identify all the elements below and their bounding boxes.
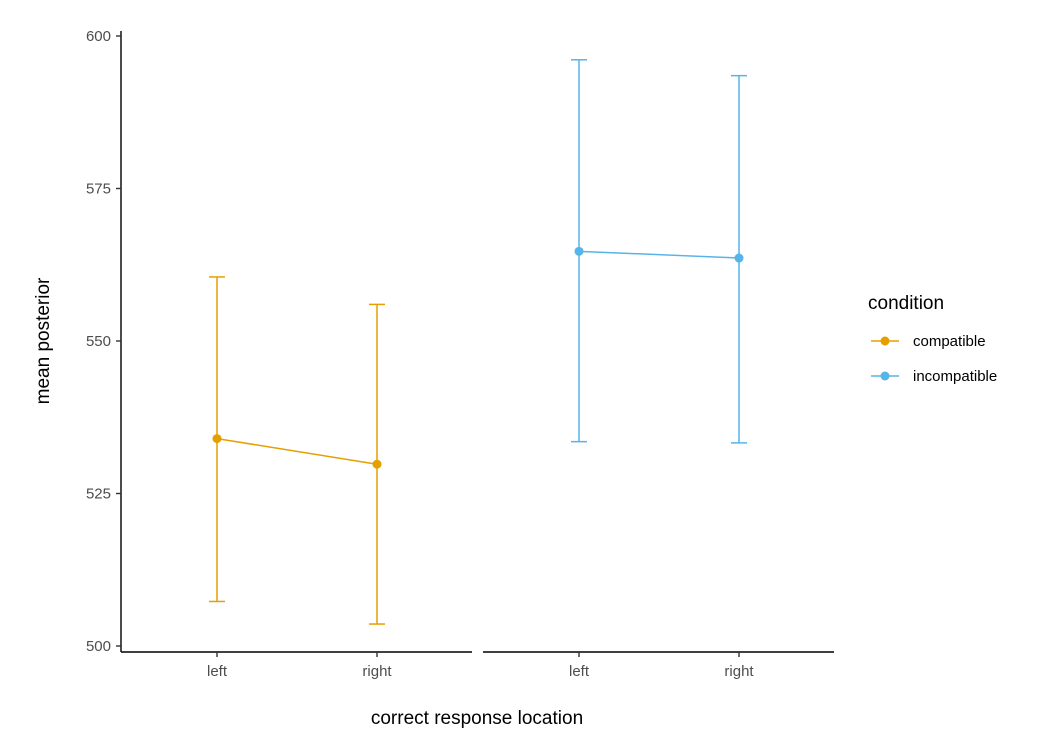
facet-panel: left right	[121, 276, 472, 680]
facet-panel: left right	[483, 59, 834, 680]
legend-key-point	[880, 336, 890, 346]
y-axis-title: mean posterior	[33, 277, 54, 404]
chart-panels: left right left right	[121, 59, 834, 680]
x-tick-label: left	[207, 663, 228, 680]
x-axis-title: correct response location	[371, 708, 583, 729]
data-point	[574, 246, 584, 256]
legend-entry: incompatible	[871, 368, 997, 385]
x-tick-label: right	[724, 663, 754, 680]
x-tick-label: right	[362, 663, 392, 680]
series-incompatible	[571, 59, 747, 444]
legend-entry: compatible	[871, 333, 986, 350]
series-line	[578, 250, 740, 259]
x-tick-label: left	[569, 663, 590, 680]
legend-label: incompatible	[913, 368, 997, 385]
series-line	[216, 437, 378, 465]
series-compatible	[209, 276, 385, 625]
legend: condition compatible incompatible	[868, 293, 997, 385]
data-point	[734, 253, 744, 263]
y-tick-label: 600	[86, 28, 111, 45]
y-tick-label: 525	[86, 486, 111, 503]
legend-key-point	[880, 371, 890, 381]
y-tick-label: 550	[86, 333, 111, 350]
data-point	[212, 434, 222, 444]
legend-title: condition	[868, 293, 944, 314]
legend-label: compatible	[913, 333, 986, 350]
y-tick-label: 500	[86, 638, 111, 655]
data-point	[372, 459, 382, 469]
y-axis: 500 525 550 575 600	[86, 28, 122, 655]
y-tick-label: 575	[86, 181, 111, 198]
